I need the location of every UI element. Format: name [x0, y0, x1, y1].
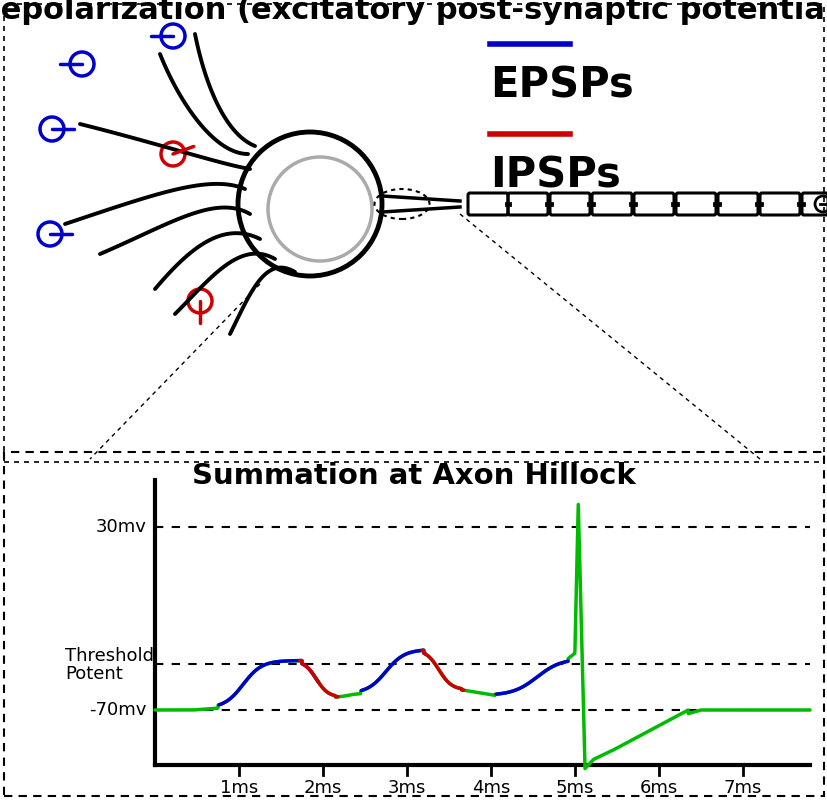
Text: Summation at Axon Hillock: Summation at Axon Hillock — [192, 462, 635, 490]
Text: 30mv: 30mv — [96, 518, 147, 536]
Text: -70mv: -70mv — [89, 701, 147, 719]
Text: 6ms: 6ms — [639, 779, 677, 797]
Text: Potent: Potent — [65, 665, 122, 683]
Text: 5ms: 5ms — [555, 779, 593, 797]
Text: Threshold: Threshold — [65, 647, 154, 665]
Text: 2ms: 2ms — [304, 779, 342, 797]
Text: 3ms: 3ms — [387, 779, 426, 797]
Text: 4ms: 4ms — [471, 779, 509, 797]
Text: depolarization (excitatory post-synaptic potential): depolarization (excitatory post-synaptic… — [0, 0, 827, 25]
Text: 1ms: 1ms — [220, 779, 258, 797]
Text: EPSPs: EPSPs — [490, 64, 633, 106]
Text: IPSPs: IPSPs — [490, 154, 620, 196]
Text: 7ms: 7ms — [723, 779, 761, 797]
